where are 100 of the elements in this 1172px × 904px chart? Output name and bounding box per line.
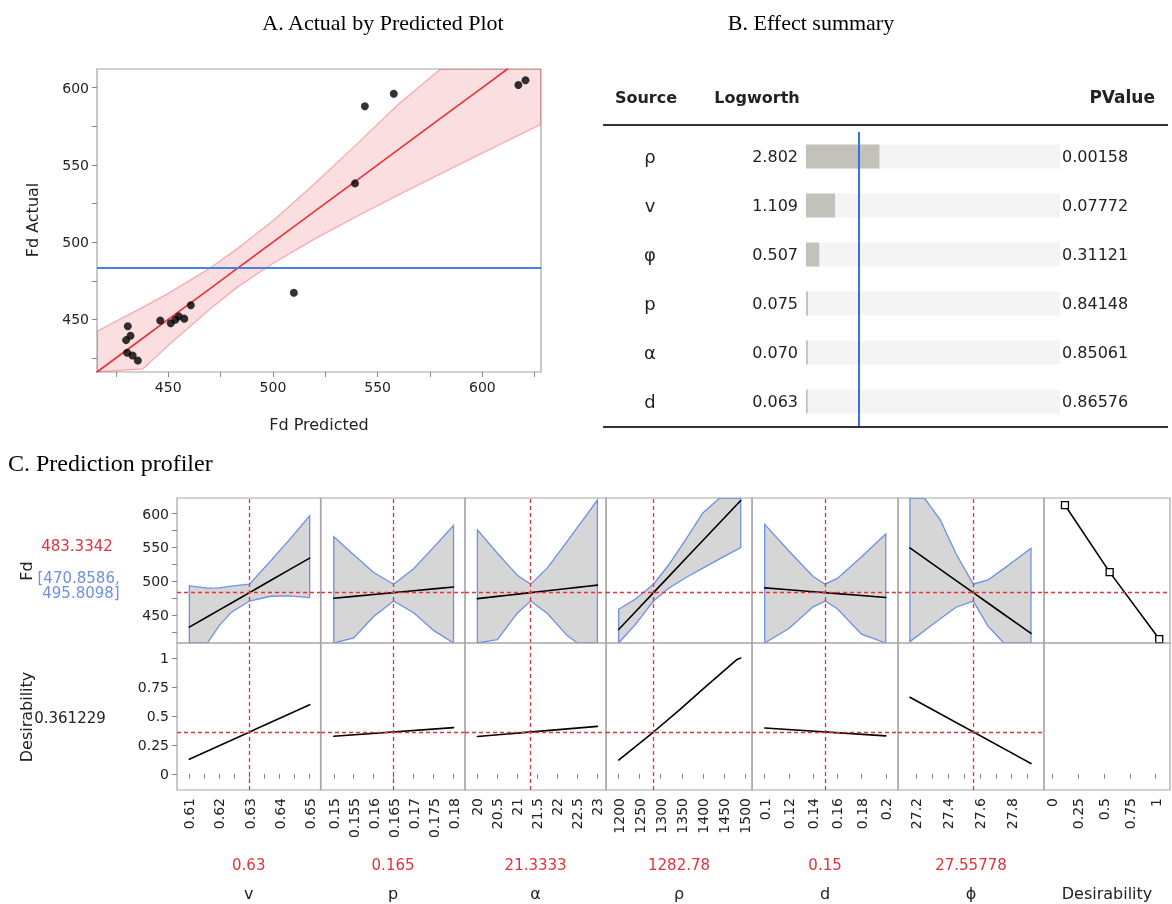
data-label: 0.507 [752, 245, 798, 264]
x-tick-label: 0.14 [805, 797, 822, 830]
x-tick-label: 1250 [631, 798, 648, 834]
x-tick-label: 0.65 [301, 798, 318, 830]
x-axis-title: d [819, 883, 831, 903]
x-tick-label: 1400 [694, 798, 711, 834]
ref-line-label: 21.3333 [504, 856, 567, 874]
data-label: 0.070 [752, 343, 798, 362]
x-tick-label: 0.64 [271, 797, 288, 830]
ref-line-label: 0.165 [371, 856, 415, 874]
y-tick-label: d [644, 391, 656, 412]
x-tick-label: 27.2 [908, 798, 925, 830]
x-tick-label: 1350 [673, 798, 690, 834]
y-tick-label: 500 [62, 234, 89, 251]
y-axis-title: Desirability [16, 671, 36, 763]
x-tick-label: 27.8 [1003, 798, 1020, 830]
point [360, 102, 369, 111]
text: PValue [1089, 87, 1155, 107]
x-tick-label: 0.1 [756, 798, 773, 821]
x-tick-label: 0.17 [405, 798, 422, 830]
point [123, 322, 132, 331]
text: 0.361229 [34, 709, 106, 727]
y-tick-label: 600 [62, 79, 89, 96]
data-label: 2.802 [752, 147, 798, 166]
x-tick-label: 550 [364, 379, 392, 395]
x-tick-label: 0.16 [365, 797, 382, 830]
bar [806, 242, 820, 267]
x-tick-label: 0.18 [853, 798, 870, 830]
ref-line-label: 483.3342 [41, 537, 113, 555]
x-axis-title: ρ [673, 883, 684, 903]
y-tick-label: 550 [62, 156, 89, 173]
y-axis-title: Fd Actual [22, 182, 42, 258]
ref-line-label: 1282.78 [647, 856, 710, 874]
ref-line-label: 0.63 [232, 856, 266, 874]
x-tick-label: 0.16 [829, 797, 846, 830]
y-tick-label: φ [644, 244, 656, 265]
point [133, 356, 142, 365]
y-tick-label: ρ [644, 146, 656, 167]
line-series [188, 557, 311, 628]
ref-line-label: 0.15 [808, 856, 842, 874]
x-tick-label: 0.63 [241, 798, 258, 830]
x-tick-label: 22.5 [568, 798, 585, 830]
point [186, 301, 195, 310]
x-axis-title: p [387, 883, 398, 903]
y-tick-label: 450 [142, 607, 169, 624]
x-tick-label: 0.155 [345, 798, 362, 839]
y-tick-label: p [644, 293, 656, 314]
y-tick-label: 500 [142, 573, 169, 590]
x-tick-label: 20 [468, 798, 485, 816]
y-tick-label: 0.25 [137, 736, 169, 753]
chart-title: A. Actual by Predicted Plot [262, 9, 504, 35]
x-axis-title: Logworth [714, 87, 800, 107]
x-tick-label: 0.2 [877, 798, 894, 821]
x-tick-label: 27.4 [940, 797, 957, 830]
text: 0.85061 [1062, 343, 1129, 362]
x-tick-label: 1450 [715, 798, 732, 834]
point [521, 76, 530, 85]
x-tick-label: 0.15 [325, 798, 342, 830]
y-tick-label: 600 [142, 505, 169, 522]
x-tick-label: 0.75 [1121, 798, 1138, 830]
x-tick-label: 0 [1043, 798, 1060, 807]
y-tick-label: 1 [160, 650, 169, 667]
y-tick-label: α [644, 342, 656, 363]
x-tick-label: 0.25 [1069, 798, 1086, 830]
chart-title: B. Effect summary [727, 9, 895, 35]
y-tick-label: 0.75 [137, 678, 169, 695]
x-tick-label: 1500 [736, 798, 753, 834]
x-tick-label: 500 [259, 379, 287, 395]
x-tick-label: 22 [548, 798, 565, 816]
text: 0.00158 [1062, 147, 1129, 166]
point [514, 80, 523, 89]
x-tick-label: 21.5 [528, 798, 545, 830]
point [351, 179, 360, 188]
chart-title: C. Prediction profiler [8, 450, 213, 476]
x-tick-label: 21 [508, 798, 525, 816]
bar [806, 193, 836, 218]
ref-line-label: 27.55778 [935, 856, 1007, 874]
y-tick-label: 0.5 [146, 707, 169, 724]
x-tick-label: 0.165 [385, 798, 402, 839]
x-tick-label: 0.18 [445, 798, 462, 830]
x-tick-label: 27.6 [971, 797, 988, 830]
x-tick-label: 0.5 [1095, 798, 1112, 821]
x-tick-label: 0.62 [211, 798, 228, 830]
x-axis-title: α [529, 883, 541, 903]
x-tick-label: 23 [588, 798, 605, 816]
y-axis-title: Source [614, 87, 678, 107]
x-axis-title: ϕ [965, 883, 977, 903]
point [156, 316, 165, 325]
x-tick-label: 0.175 [425, 798, 442, 839]
x-tick-label: 20.5 [488, 798, 505, 830]
y-tick-label: 0 [160, 765, 169, 782]
point [126, 331, 135, 340]
data-label: 0.075 [752, 294, 798, 313]
text: 0.84148 [1062, 294, 1129, 313]
x-tick-label: 0.61 [181, 798, 198, 830]
point [128, 351, 137, 360]
point [180, 314, 189, 323]
text: 0.31121 [1062, 245, 1129, 264]
x-axis-title: v [244, 883, 254, 903]
point [289, 288, 298, 297]
